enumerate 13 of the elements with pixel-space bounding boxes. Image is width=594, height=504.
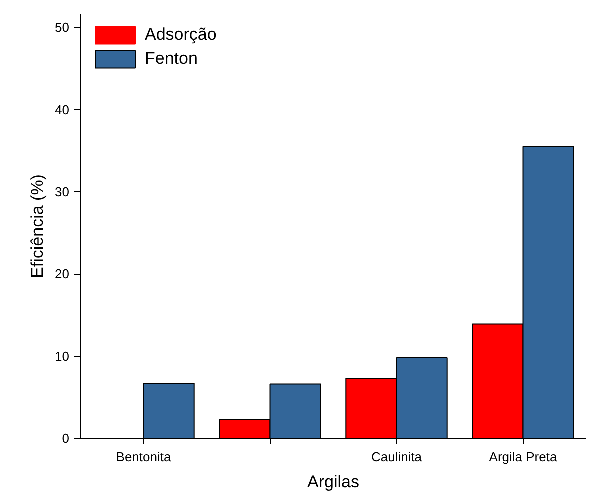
y-tick-label: 50	[55, 20, 70, 36]
legend-label: Adsorção	[145, 25, 217, 45]
y-tick-label: 20	[55, 266, 70, 282]
x-axis-title: Argilas	[308, 472, 360, 492]
y-tick-label: 40	[55, 102, 70, 118]
x-tick-label: Caulinita	[371, 450, 423, 464]
y-tick-label: 10	[55, 348, 70, 364]
y-tick-label: 0	[62, 431, 70, 446]
x-tick-label: Argila Preta	[489, 450, 558, 464]
y-axis-title: Eficiência (%)	[28, 174, 48, 278]
x-tick-label: Bentonita	[116, 450, 172, 464]
legend-label: Fenton	[145, 49, 198, 69]
y-tick-label: 30	[55, 184, 70, 200]
